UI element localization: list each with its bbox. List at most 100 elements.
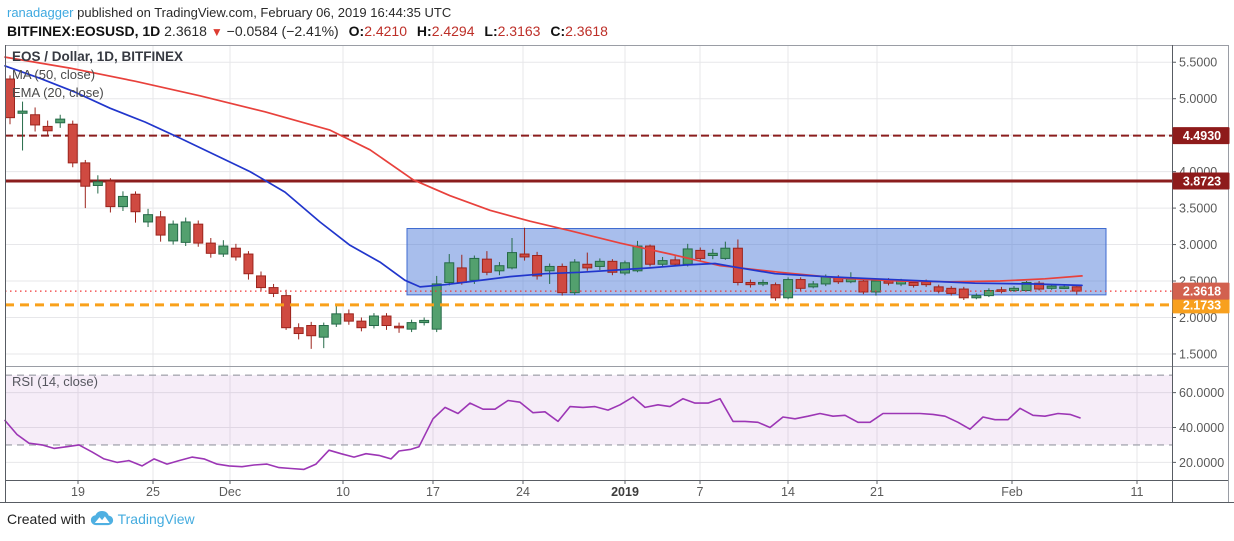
candle[interactable] — [318, 322, 329, 349]
candle[interactable] — [582, 252, 593, 271]
candle[interactable] — [381, 313, 392, 330]
candle[interactable] — [293, 323, 304, 340]
candle[interactable] — [281, 289, 292, 330]
close-label: C: — [550, 23, 566, 39]
candle[interactable] — [933, 284, 944, 294]
candle[interactable] — [983, 288, 994, 298]
candle[interactable] — [469, 255, 480, 284]
candle[interactable] — [507, 237, 517, 270]
candle[interactable] — [720, 241, 731, 260]
price-axis[interactable] — [1172, 45, 1234, 502]
candle[interactable] — [858, 278, 869, 295]
candle[interactable] — [795, 277, 806, 291]
candle[interactable] — [695, 247, 706, 261]
candle[interactable] — [406, 319, 417, 333]
candle[interactable] — [92, 175, 103, 194]
candle[interactable] — [745, 279, 756, 288]
candle[interactable] — [481, 251, 492, 276]
candle[interactable] — [256, 271, 266, 292]
candle[interactable] — [243, 251, 254, 280]
svg-text:5.5000: 5.5000 — [1179, 56, 1217, 70]
candle[interactable] — [30, 107, 41, 132]
candle[interactable] — [569, 259, 580, 295]
candle[interactable] — [419, 317, 430, 326]
candle[interactable] — [42, 120, 53, 136]
candle[interactable] — [758, 279, 768, 287]
candle[interactable] — [268, 283, 279, 298]
candle[interactable] — [205, 237, 216, 258]
candle[interactable] — [193, 220, 204, 247]
svg-text:Feb: Feb — [1001, 485, 1023, 499]
candle[interactable] — [645, 244, 656, 267]
candle[interactable] — [594, 258, 605, 271]
svg-text:2.3618: 2.3618 — [1183, 285, 1221, 299]
candle[interactable] — [657, 256, 668, 268]
candle[interactable] — [230, 243, 241, 261]
candle[interactable] — [1034, 281, 1045, 291]
candle[interactable] — [707, 248, 718, 260]
candle[interactable] — [519, 227, 530, 261]
svg-text:5.0000: 5.0000 — [1179, 92, 1217, 106]
candle[interactable] — [67, 120, 78, 168]
candle[interactable] — [619, 260, 630, 276]
rsi-line — [4, 396, 1081, 471]
candle[interactable] — [783, 277, 794, 300]
candle[interactable] — [356, 317, 367, 332]
svg-text:3.8723: 3.8723 — [1183, 174, 1221, 188]
created-with-text: Created with — [7, 510, 86, 527]
candle[interactable] — [17, 101, 28, 151]
candle[interactable] — [557, 263, 568, 296]
candle[interactable] — [306, 321, 317, 349]
candle[interactable] — [343, 309, 354, 325]
candle[interactable] — [971, 293, 982, 300]
candle[interactable] — [494, 262, 505, 276]
author-link[interactable]: ranadagger — [7, 5, 74, 20]
candle[interactable] — [117, 191, 128, 212]
symbol-name[interactable]: BITFINEX:EOSUSD, 1D — [7, 23, 161, 39]
candle[interactable] — [444, 254, 455, 286]
tradingview-logo-icon[interactable] — [90, 510, 114, 527]
candle[interactable] — [394, 322, 405, 333]
candle[interactable] — [331, 303, 342, 327]
candle[interactable] — [80, 159, 91, 209]
rsi-legend[interactable]: RSI (14, close) — [12, 374, 98, 389]
candle[interactable] — [870, 278, 881, 296]
publish-text: published on TradingView.com, February 0… — [73, 5, 452, 20]
candle[interactable] — [607, 259, 618, 276]
candle[interactable] — [368, 313, 379, 329]
candle[interactable] — [55, 114, 66, 128]
candle[interactable] — [105, 178, 116, 213]
candle[interactable] — [130, 191, 141, 223]
svg-text:3.5000: 3.5000 — [1179, 202, 1217, 216]
candle[interactable] — [155, 211, 166, 242]
svg-text:20.0000: 20.0000 — [1179, 456, 1224, 470]
candle[interactable] — [1021, 281, 1032, 292]
ema20-legend[interactable]: EMA (20, close) — [12, 85, 104, 100]
candles-layer — [5, 75, 1082, 349]
support-resistance-lines[interactable] — [5, 134, 1172, 183]
candle[interactable] — [1009, 286, 1019, 292]
candle[interactable] — [218, 240, 229, 257]
candle[interactable] — [1071, 286, 1082, 295]
candle[interactable] — [670, 256, 681, 267]
ma50-legend[interactable]: MA (50, close) — [12, 67, 96, 82]
last-price: 2.3618 — [164, 23, 207, 39]
time-axis[interactable] — [5, 480, 1172, 502]
candle[interactable] — [808, 281, 819, 289]
price-change: −0.0584 (−2.41%) — [226, 23, 339, 39]
candle[interactable] — [143, 208, 154, 228]
candle[interactable] — [732, 239, 743, 286]
price-badge: 2.3618 — [1172, 282, 1230, 300]
tradingview-brand-link[interactable]: TradingView — [117, 510, 195, 527]
candle[interactable] — [180, 217, 191, 247]
candle[interactable] — [168, 220, 179, 245]
candle[interactable] — [958, 286, 969, 300]
price-badge: 2.1733 — [1172, 296, 1230, 314]
svg-text:7: 7 — [697, 485, 704, 499]
svg-text:10: 10 — [336, 485, 350, 499]
svg-text:4.4930: 4.4930 — [1183, 129, 1221, 143]
svg-text:17: 17 — [426, 485, 440, 499]
